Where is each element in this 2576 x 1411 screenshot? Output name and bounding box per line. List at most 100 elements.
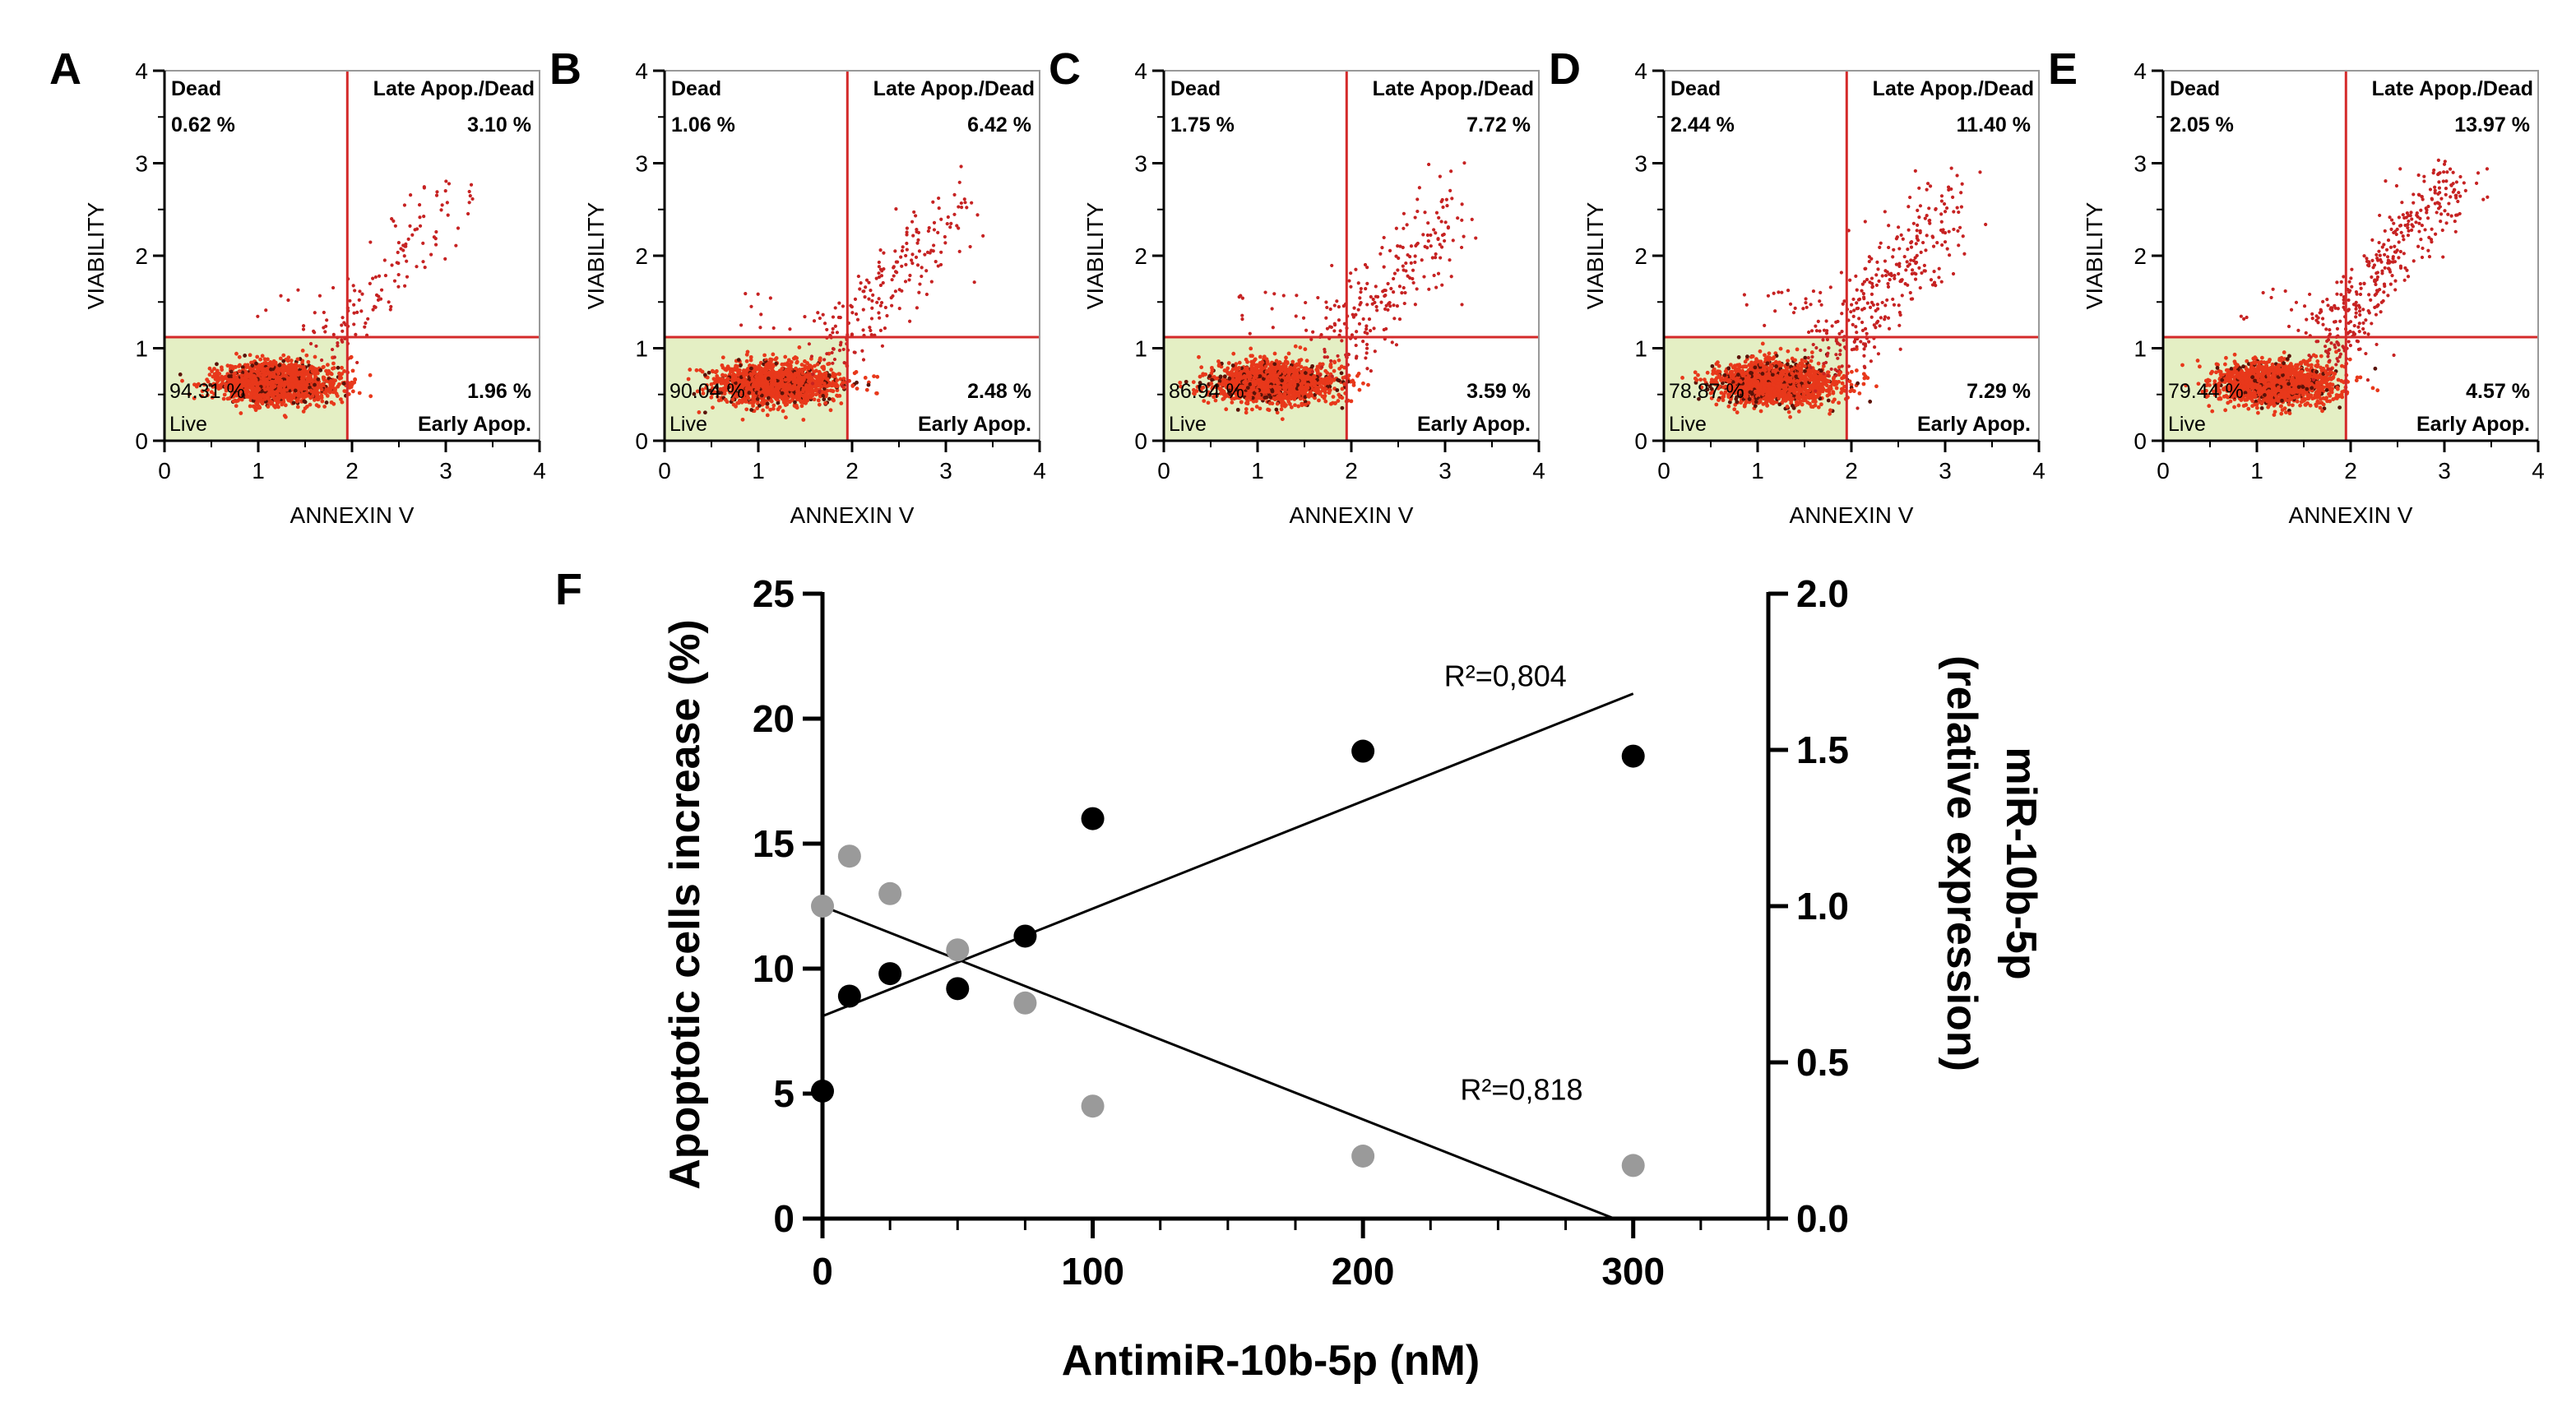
- cell-dot: [855, 317, 860, 322]
- cell-dot: [276, 371, 281, 376]
- cell-dot: [248, 404, 253, 409]
- cell-dot: [957, 205, 961, 209]
- cell-dot: [276, 405, 280, 409]
- cell-dot: [409, 193, 413, 197]
- cell-dot: [822, 358, 827, 362]
- cell-dot: [924, 292, 929, 297]
- cell-dot: [828, 408, 833, 413]
- cell-dot: [212, 372, 217, 377]
- late-quadrant-value: 6.42 %: [967, 113, 1031, 136]
- cell-dot: [852, 350, 856, 354]
- cell-dot: [827, 396, 832, 401]
- cell-dot: [850, 384, 855, 388]
- cell-dot: [939, 217, 943, 221]
- cell-dot: [783, 354, 788, 359]
- cell-dot: [819, 380, 824, 385]
- cell-dot: [396, 250, 400, 255]
- cell-dot: [260, 354, 265, 359]
- cell-dot: [917, 249, 922, 253]
- cell-dot: [818, 316, 822, 321]
- cell-dot: [271, 359, 276, 363]
- cell-dot: [334, 391, 339, 396]
- cell-dot: [352, 303, 356, 307]
- cell-dot: [841, 384, 845, 388]
- cell-dot: [761, 408, 766, 413]
- cell-dot: [929, 248, 934, 252]
- cell-dot: [317, 294, 322, 298]
- cell-dot: [711, 405, 715, 410]
- cell-dot: [324, 379, 329, 383]
- cell-dot: [270, 379, 275, 384]
- cell-dot: [839, 401, 844, 405]
- cell-dot: [261, 374, 266, 379]
- cell-dot: [809, 354, 814, 359]
- cell-dot: [1254, 405, 1259, 409]
- cell-dot: [1341, 376, 1346, 380]
- cell-dot: [210, 396, 215, 400]
- cell-dot: [781, 370, 785, 375]
- cell-dot: [761, 384, 766, 388]
- cell-dot: [766, 382, 770, 386]
- cell-dot: [908, 319, 912, 323]
- cell-dot: [259, 362, 264, 367]
- cell-dot: [281, 390, 286, 395]
- cell-dot: [766, 376, 771, 381]
- cell-dot: [379, 288, 384, 292]
- cell-dot: [295, 357, 300, 362]
- x-tick-label: 3: [439, 458, 452, 483]
- cell-dot: [745, 395, 750, 400]
- cell-dot: [340, 323, 344, 327]
- cell-dot: [811, 372, 815, 377]
- cell-dot: [331, 332, 336, 336]
- cell-dot: [929, 280, 934, 284]
- cell-dot: [296, 288, 300, 292]
- cell-dot: [901, 245, 905, 249]
- cell-dot: [804, 385, 808, 390]
- cell-dot: [434, 193, 439, 197]
- y-tick-label: 1: [135, 336, 148, 362]
- cell-dot: [793, 400, 797, 405]
- cell-dot: [960, 206, 964, 210]
- cell-dot: [322, 310, 326, 315]
- cell-dot: [332, 355, 336, 359]
- cell-dot: [278, 356, 283, 361]
- cell-dot: [351, 284, 355, 288]
- cell-dot: [760, 377, 765, 382]
- cell-dot: [789, 359, 794, 364]
- cell-dot: [443, 257, 447, 261]
- cell-dot: [1286, 351, 1291, 356]
- cell-dot: [736, 358, 741, 362]
- cell-dot: [392, 279, 397, 283]
- cell-dot: [758, 326, 762, 330]
- cell-dot: [893, 289, 897, 294]
- cell-dot: [358, 289, 362, 294]
- cell-dot: [331, 366, 335, 371]
- dead-quadrant-label: Dead: [671, 77, 721, 100]
- cell-dot: [841, 304, 846, 308]
- cell-dot: [975, 213, 980, 217]
- early-quadrant-value: 1.96 %: [467, 380, 531, 403]
- cell-dot: [798, 383, 803, 387]
- cell-dot: [341, 340, 345, 344]
- cell-dot: [799, 363, 804, 367]
- cell-dot: [215, 362, 219, 367]
- cell-dot: [342, 369, 346, 373]
- cell-dot: [836, 315, 841, 320]
- cell-dot: [868, 326, 872, 330]
- cell-dot: [405, 259, 409, 263]
- cell-dot: [291, 400, 296, 405]
- cell-dot: [745, 349, 750, 354]
- cell-dot: [237, 369, 242, 374]
- cell-dot: [910, 258, 914, 262]
- cell-dot: [818, 374, 822, 379]
- cell-dot: [271, 383, 276, 388]
- cell-dot: [248, 391, 253, 396]
- cell-dot: [723, 373, 728, 378]
- cell-dot: [878, 283, 883, 288]
- cell-dot: [290, 372, 294, 377]
- x-tick-label: 2: [846, 458, 859, 483]
- cell-dot: [350, 368, 355, 373]
- cell-dot: [446, 213, 450, 217]
- cell-dot: [393, 224, 397, 228]
